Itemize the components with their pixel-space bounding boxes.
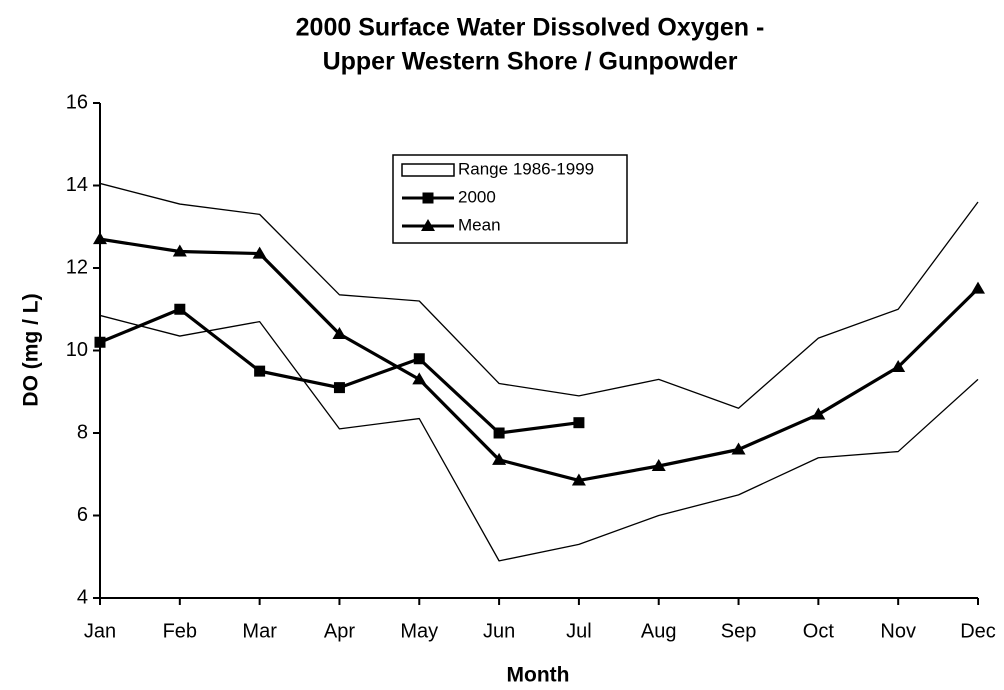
x-tick-label: Apr [324, 620, 355, 642]
y-tick-label: 4 [77, 586, 88, 608]
series-line [99, 237, 980, 483]
marker [731, 442, 746, 455]
marker [254, 365, 266, 377]
y-axis-title: DO (mg / L) [20, 293, 43, 406]
marker [413, 353, 425, 365]
x-tick-label: Jun [483, 620, 515, 642]
legend-label: 2000 [458, 187, 496, 206]
y-tick-label: 10 [66, 339, 88, 361]
y-tick-label: 8 [77, 421, 88, 443]
x-tick-label: Nov [880, 620, 916, 642]
marker [651, 459, 666, 471]
y-tick-label: 14 [66, 174, 88, 196]
x-tick-label: Dec [960, 620, 996, 642]
marker [172, 244, 187, 257]
range-lower-line [99, 314, 979, 562]
x-tick-label: Aug [641, 620, 677, 642]
chart-title: Upper Western Shore / Gunpowder [323, 48, 738, 76]
legend-label: Mean [458, 215, 501, 234]
y-tick-label: 16 [66, 91, 88, 113]
marker [94, 336, 106, 348]
marker [422, 192, 434, 204]
marker [573, 417, 585, 429]
x-tick-label: Sep [721, 620, 757, 642]
marker [421, 219, 435, 231]
marker [93, 232, 107, 245]
marker [891, 360, 906, 372]
marker [492, 452, 507, 465]
x-tick-label: Mar [242, 620, 277, 642]
marker [333, 382, 345, 394]
marker [412, 372, 427, 385]
x-axis-title: Month [507, 664, 570, 687]
x-tick-label: Feb [163, 620, 197, 642]
marker [174, 303, 186, 315]
range-upper-line [99, 182, 979, 409]
x-tick-label: Jan [84, 620, 116, 642]
x-tick-label: Jul [566, 620, 592, 642]
marker [332, 327, 347, 339]
y-tick-label: 12 [66, 256, 88, 278]
marker [811, 407, 826, 420]
marker [493, 427, 505, 439]
x-tick-label: Oct [803, 620, 835, 642]
legend-label: Range 1986-1999 [458, 159, 594, 178]
legend-swatch [401, 163, 455, 177]
marker [252, 246, 267, 259]
marker [571, 473, 586, 486]
x-tick-label: May [400, 620, 438, 642]
chart-title: 2000 Surface Water Dissolved Oxygen - [296, 14, 765, 42]
y-tick-label: 6 [77, 504, 88, 526]
marker [971, 281, 985, 294]
